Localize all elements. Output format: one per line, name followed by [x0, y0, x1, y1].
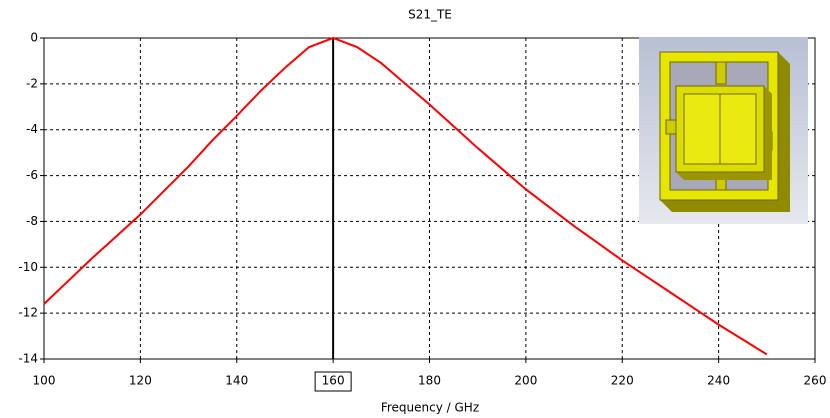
- x-tick-label: 160: [322, 374, 345, 388]
- inset-image: [639, 37, 808, 224]
- y-tick-label: -8: [26, 214, 38, 228]
- x-tick-label: 200: [514, 374, 537, 388]
- y-tick-label: -4: [26, 122, 38, 136]
- x-tick-label: 140: [225, 374, 248, 388]
- chart-title: S21_TE: [408, 8, 452, 22]
- y-tick-label: -12: [18, 306, 38, 320]
- x-tick-label: 100: [33, 374, 56, 388]
- page: {"chart_data": {"type": "line", "title":…: [0, 0, 830, 418]
- chart: S21_TE Frequency / GHz 0 -2 -4 -6 -8 -10 -12 -1…: [0, 0, 830, 418]
- y-tick-label: 0: [30, 31, 38, 45]
- x-axis-label: Frequency / GHz: [381, 401, 479, 415]
- x-tick-label: 180: [418, 374, 441, 388]
- y-tick-label: -6: [26, 168, 38, 182]
- y-tick-label: -14: [18, 352, 38, 366]
- x-tick-label: 120: [129, 374, 152, 388]
- y-tick-label: -10: [18, 260, 38, 274]
- y-tick-label: -2: [26, 76, 38, 90]
- stub-top: [716, 62, 726, 84]
- x-tick-label: 220: [611, 374, 634, 388]
- x-tick-label: 240: [707, 374, 730, 388]
- x-tick-label: 260: [804, 374, 827, 388]
